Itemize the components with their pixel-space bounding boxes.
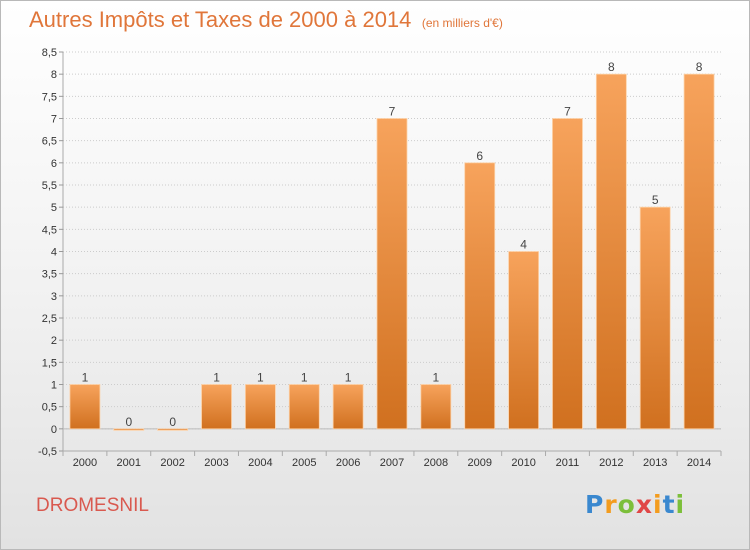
- chart-title-unit: (en milliers d'€): [421, 16, 503, 30]
- logo-letter: o: [617, 490, 636, 519]
- data-label: 1: [301, 371, 308, 385]
- y-tick-label: 4: [51, 247, 57, 259]
- bar: [332, 384, 364, 430]
- data-label: 0: [169, 415, 176, 429]
- bar: [288, 384, 320, 430]
- bar: [244, 384, 276, 430]
- bars: [69, 73, 715, 431]
- logo-letter: P: [585, 490, 605, 519]
- commune-name: DROMESNIL: [36, 495, 149, 516]
- data-label: 1: [257, 371, 264, 385]
- proxiti-logo[interactable]: Proxiti: [585, 490, 685, 519]
- y-tick-label: 7: [51, 114, 57, 126]
- logo-letter: x: [635, 490, 653, 519]
- x-tick-label: 2004: [248, 457, 272, 469]
- x-tick-label: 2001: [117, 457, 141, 469]
- data-label: 7: [564, 105, 571, 119]
- x-tick-label: 2009: [467, 457, 491, 469]
- y-axis-ticks: -0,5 0 0,5 1 1,5 2 2,5 3 3,5 4 4,5 5 5,5 6 6,5 7 7,5 8 8,5: [38, 47, 63, 458]
- x-tick-label: 2002: [160, 457, 184, 469]
- logo-letter: r: [604, 490, 618, 519]
- y-tick-label: 6,5: [42, 136, 57, 148]
- bar: [157, 428, 189, 431]
- y-tick-label: 8: [51, 69, 57, 81]
- bar: [552, 118, 583, 430]
- x-axis-ticks: 2000 2001 2002 2003 2004 2005 2006 2007 2008 2009…: [62, 451, 722, 469]
- data-label: 1: [82, 371, 89, 385]
- x-tick-label: 2010: [511, 457, 535, 469]
- y-tick-label: 7,5: [42, 91, 57, 103]
- x-tick-label: 2012: [599, 457, 623, 469]
- y-tick-label: -0,5: [38, 446, 57, 458]
- bar: [113, 428, 145, 431]
- bar: [376, 118, 408, 430]
- y-tick-label: 3: [51, 291, 57, 303]
- bar: [420, 384, 452, 430]
- y-tick-label: 0,5: [42, 402, 57, 414]
- x-tick-label: 2014: [687, 457, 711, 469]
- data-labels: 1 0 0 1 1 1 1 7 1 6 4 7 8 5 8: [82, 60, 703, 429]
- y-tick-label: 1: [51, 380, 57, 392]
- x-tick-label: 2006: [336, 457, 360, 469]
- data-label: 5: [652, 193, 659, 207]
- logo-letter: i: [675, 490, 686, 519]
- bar: [683, 73, 715, 430]
- x-tick-label: 2000: [73, 457, 97, 469]
- data-label: 8: [696, 60, 703, 74]
- x-tick-label: 2007: [380, 457, 404, 469]
- bar: [464, 162, 496, 430]
- x-tick-label: 2005: [292, 457, 316, 469]
- bar: [508, 251, 540, 430]
- x-tick-label: 2008: [424, 457, 448, 469]
- y-tick-label: 3,5: [42, 269, 57, 281]
- y-tick-label: 5,5: [42, 180, 57, 192]
- chart-title: Autres Impôts et Taxes de 2000 à 2014 (e…: [29, 7, 503, 33]
- data-label: 0: [125, 415, 132, 429]
- y-tick-label: 5: [51, 202, 57, 214]
- x-tick-label: 2013: [643, 457, 667, 469]
- bar: [639, 206, 671, 430]
- data-label: 4: [520, 238, 527, 252]
- x-tick-label: 2003: [204, 457, 228, 469]
- chart-title-main: Autres Impôts et Taxes de 2000 à 2014: [29, 7, 412, 32]
- y-tick-label: 2,5: [42, 313, 57, 325]
- y-tick-label: 0: [51, 424, 57, 436]
- logo-letter: i: [653, 490, 663, 519]
- y-tick-label: 8,5: [42, 47, 57, 59]
- data-label: 1: [433, 371, 440, 385]
- bar: [69, 384, 101, 430]
- x-tick-label: 2011: [556, 457, 580, 469]
- y-tick-label: 4,5: [42, 224, 57, 236]
- y-tick-label: 6: [51, 158, 57, 170]
- y-tick-label: 1,5: [42, 357, 57, 369]
- y-tick-label: 2: [51, 335, 57, 347]
- data-label: 1: [213, 371, 220, 385]
- bar: [201, 384, 232, 430]
- data-label: 6: [476, 149, 483, 163]
- logo-letter: t: [662, 490, 676, 519]
- data-label: 8: [608, 60, 615, 74]
- data-label: 7: [389, 105, 396, 119]
- data-label: 1: [345, 371, 352, 385]
- bar: [595, 73, 627, 430]
